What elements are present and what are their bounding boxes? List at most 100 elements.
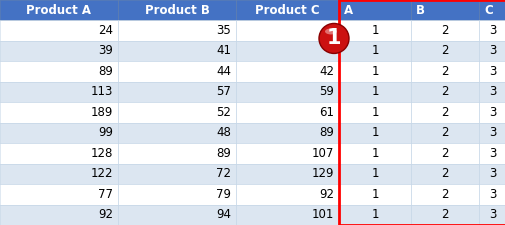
Bar	[338, 20, 410, 40]
Bar	[410, 0, 478, 20]
Bar	[235, 164, 338, 184]
Bar	[118, 81, 235, 102]
Bar	[410, 81, 478, 102]
Bar	[478, 143, 505, 164]
Bar	[235, 122, 338, 143]
Bar	[118, 40, 235, 61]
Text: 1: 1	[371, 24, 378, 37]
Bar	[0, 40, 118, 61]
Bar	[338, 81, 410, 102]
Bar	[118, 122, 235, 143]
Bar	[0, 164, 118, 184]
Bar	[478, 20, 505, 40]
Text: 3: 3	[488, 44, 495, 57]
Bar	[410, 102, 478, 122]
Text: 2: 2	[440, 126, 448, 139]
Text: 41: 41	[216, 44, 231, 57]
Text: 1: 1	[371, 167, 378, 180]
Text: 3: 3	[488, 126, 495, 139]
Text: 3: 3	[488, 85, 495, 98]
Text: 3: 3	[488, 24, 495, 37]
Bar	[478, 0, 505, 20]
Text: 94: 94	[216, 208, 231, 221]
Text: 1: 1	[326, 28, 340, 48]
Bar	[478, 81, 505, 102]
Bar	[478, 184, 505, 205]
Text: 2: 2	[440, 167, 448, 180]
Text: 107: 107	[311, 147, 333, 160]
Text: A: A	[343, 4, 352, 16]
Bar	[478, 164, 505, 184]
Bar	[0, 205, 118, 225]
Text: 3: 3	[488, 65, 495, 78]
Text: 2: 2	[440, 85, 448, 98]
Bar	[118, 184, 235, 205]
Bar	[478, 61, 505, 81]
Text: Product A: Product A	[26, 4, 91, 16]
Bar	[235, 184, 338, 205]
Text: 52: 52	[216, 106, 231, 119]
Bar	[0, 143, 118, 164]
Text: 24: 24	[98, 24, 113, 37]
Bar	[235, 40, 338, 61]
Bar	[338, 184, 410, 205]
Text: 1: 1	[371, 65, 378, 78]
Text: 2: 2	[440, 24, 448, 37]
Bar	[0, 0, 118, 20]
Bar	[338, 164, 410, 184]
Text: 122: 122	[90, 167, 113, 180]
Bar	[118, 0, 235, 20]
Bar	[410, 143, 478, 164]
Text: 3: 3	[488, 188, 495, 201]
Text: 113: 113	[90, 85, 113, 98]
Bar	[0, 184, 118, 205]
Bar	[410, 184, 478, 205]
Bar	[235, 205, 338, 225]
Text: 2: 2	[440, 208, 448, 221]
Text: 42: 42	[318, 65, 333, 78]
Text: 59: 59	[319, 85, 333, 98]
Text: 2: 2	[440, 44, 448, 57]
Bar	[338, 102, 410, 122]
Bar	[0, 20, 118, 40]
Bar	[478, 102, 505, 122]
Text: 3: 3	[488, 147, 495, 160]
Bar	[118, 61, 235, 81]
Bar	[118, 102, 235, 122]
Bar	[118, 205, 235, 225]
Bar	[338, 0, 505, 225]
Text: 61: 61	[318, 106, 333, 119]
Bar	[118, 164, 235, 184]
Bar	[410, 61, 478, 81]
Bar	[235, 81, 338, 102]
Circle shape	[318, 23, 348, 54]
Ellipse shape	[324, 28, 336, 34]
Bar	[410, 40, 478, 61]
Bar	[338, 205, 410, 225]
Text: 1: 1	[371, 188, 378, 201]
Text: 1: 1	[371, 106, 378, 119]
Bar	[0, 122, 118, 143]
Text: 1: 1	[371, 85, 378, 98]
Text: 129: 129	[311, 167, 333, 180]
Text: 101: 101	[311, 208, 333, 221]
Bar	[410, 164, 478, 184]
Text: 3: 3	[488, 167, 495, 180]
Text: Product C: Product C	[255, 4, 319, 16]
Text: 128: 128	[90, 147, 113, 160]
Bar	[235, 61, 338, 81]
Text: C: C	[483, 4, 492, 16]
Text: 39: 39	[98, 44, 113, 57]
Bar	[338, 143, 410, 164]
Bar	[410, 20, 478, 40]
Text: 2: 2	[440, 147, 448, 160]
Text: 99: 99	[98, 126, 113, 139]
Text: 3: 3	[488, 106, 495, 119]
Text: 1: 1	[371, 208, 378, 221]
Bar	[478, 40, 505, 61]
Text: 44: 44	[216, 65, 231, 78]
Text: 3: 3	[488, 208, 495, 221]
Text: 92: 92	[318, 188, 333, 201]
Text: 89: 89	[98, 65, 113, 78]
Bar	[338, 122, 410, 143]
